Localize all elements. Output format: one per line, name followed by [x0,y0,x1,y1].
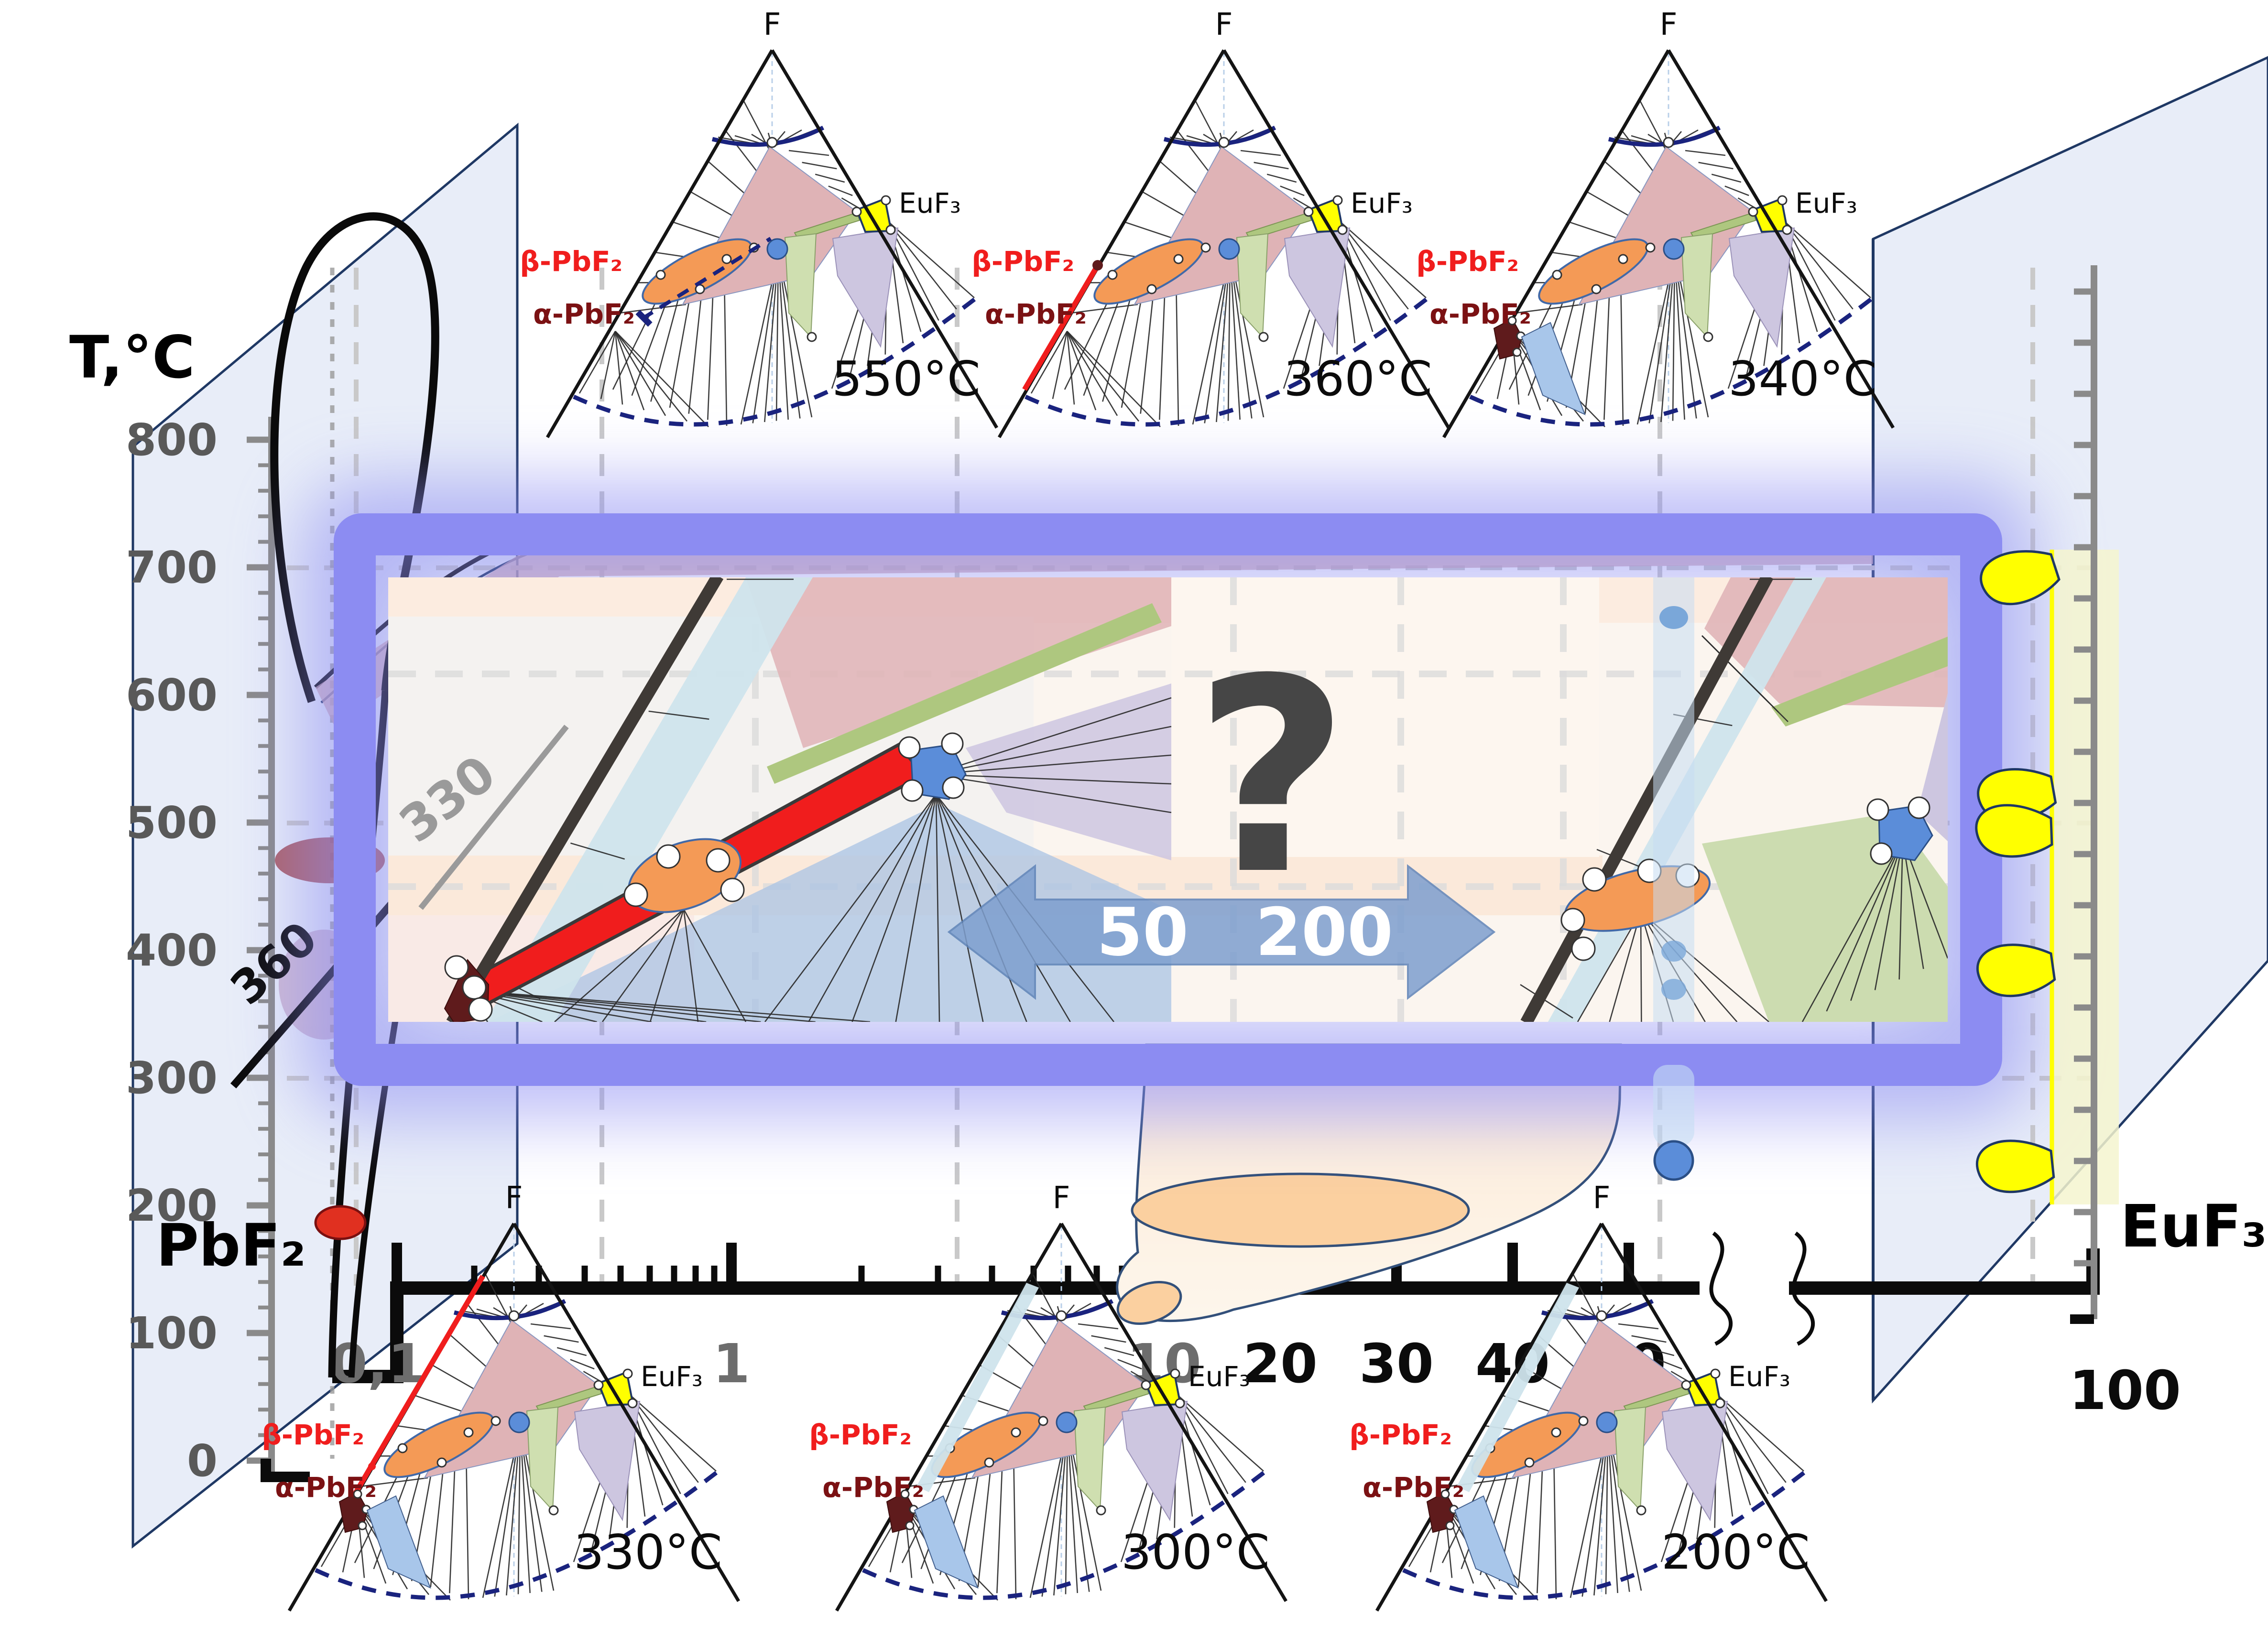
ternary-550: F EuF₃ β-PbF₂ α-PbF₂ 550°C [520,7,997,437]
t-axis-labels: 800 700 600 500 400 300 200 100 0 [126,414,218,1486]
blue-dot [1653,1140,1694,1181]
isotherm-ellipse [1131,1172,1470,1248]
ternary-360: F EuF₃ β-PbF₂ α-PbF₂ 360°C [971,7,1449,437]
inset-left-section [418,577,1172,1022]
inset-right-section [1520,577,1948,1022]
svg-text:EuF₃: EuF₃ [1795,187,1857,219]
svg-text:20: 20 [1243,1333,1318,1395]
double-arrow [947,864,1496,1000]
label-330-line [418,725,569,910]
ternary-200: F EuF₃ β-PbF₂ α-PbF₂ 200°C [1349,1181,1826,1611]
svg-text:α-PbF₂: α-PbF₂ [985,298,1087,330]
svg-text:α-PbF₂: α-PbF₂ [1429,298,1531,330]
svg-text:β-PbF₂: β-PbF₂ [809,1419,912,1451]
svg-text:100: 100 [126,1308,218,1359]
euf3-label: EuF₃ [2120,1192,2267,1260]
blue-column [1653,1065,1694,1181]
ternary-330: F EuF₃ β-PbF₂ α-PbF₂ 330°C [262,1181,739,1611]
arrow-label-200: 200 [1255,894,1393,971]
arrow-label-50: 50 [1097,894,1189,971]
t-axis-title: T,°C [69,324,195,391]
svg-text:700: 700 [126,542,218,593]
svg-text:β-PbF₂: β-PbF₂ [262,1419,364,1451]
svg-text:800: 800 [126,414,218,466]
svg-text:β-PbF₂: β-PbF₂ [1416,245,1519,278]
svg-text:600: 600 [126,670,218,721]
axis-break-squiggle [1791,1231,1815,1346]
isotherm-ellipse-small [1116,1281,1182,1325]
svg-text:1: 1 [713,1333,750,1395]
svg-text:F: F [763,7,781,43]
svg-text:EuF₃: EuF₃ [1351,187,1413,219]
svg-text:340°C: 340°C [1728,351,1877,407]
svg-text:F: F [1660,7,1678,43]
svg-text:β-PbF₂: β-PbF₂ [1349,1419,1452,1451]
svg-text:α-PbF₂: α-PbF₂ [822,1471,924,1504]
svg-text:0,1: 0,1 [330,1333,425,1395]
axis-break-squiggle [1709,1231,1733,1346]
svg-text:500: 500 [126,797,218,848]
ternary-340: F EuF₃ β-PbF₂ α-PbF₂ 340°C [1416,7,1893,437]
svg-text:F: F [1215,7,1233,43]
svg-text:EuF₃: EuF₃ [1728,1360,1790,1393]
svg-text:400: 400 [126,925,218,976]
svg-text:300: 300 [126,1052,218,1104]
svg-text:α-PbF₂: α-PbF₂ [1363,1471,1464,1504]
yellow-petals [1975,550,2061,1193]
svg-text:330°C: 330°C [574,1524,722,1580]
question-mark: ? [1194,622,1350,933]
svg-text:200°C: 200°C [1661,1524,1810,1580]
svg-text:F: F [505,1181,523,1216]
pbf2-label: PbF₂ [156,1212,306,1279]
svg-text:F: F [1053,1181,1070,1216]
svg-text:F: F [1593,1181,1611,1216]
svg-text:0: 0 [187,1435,218,1486]
svg-text:550°C: 550°C [832,351,981,407]
svg-text:100: 100 [2069,1360,2181,1422]
t-axis [247,268,335,1482]
svg-text:200: 200 [126,1180,218,1231]
svg-text:EuF₃: EuF₃ [899,187,961,219]
svg-text:α-PbF₂: α-PbF₂ [275,1471,377,1504]
svg-text:30: 30 [1359,1333,1434,1395]
euf3-plane-details [1975,265,2119,1324]
svg-text:EuF₃: EuF₃ [1188,1360,1250,1393]
inset-content: 330 ? 50 200 [388,577,1948,1022]
svg-text:EuF₃: EuF₃ [641,1360,703,1393]
svg-text:β-PbF₂: β-PbF₂ [520,245,622,278]
red-phase-blob [314,1205,367,1240]
svg-text:300°C: 300°C [1121,1524,1270,1580]
ternary-300: F EuF₃ β-PbF₂ α-PbF₂ 300°C [809,1181,1286,1611]
svg-text:α-PbF₂: α-PbF₂ [533,298,635,330]
svg-text:360°C: 360°C [1284,351,1432,407]
svg-text:β-PbF₂: β-PbF₂ [971,245,1074,278]
